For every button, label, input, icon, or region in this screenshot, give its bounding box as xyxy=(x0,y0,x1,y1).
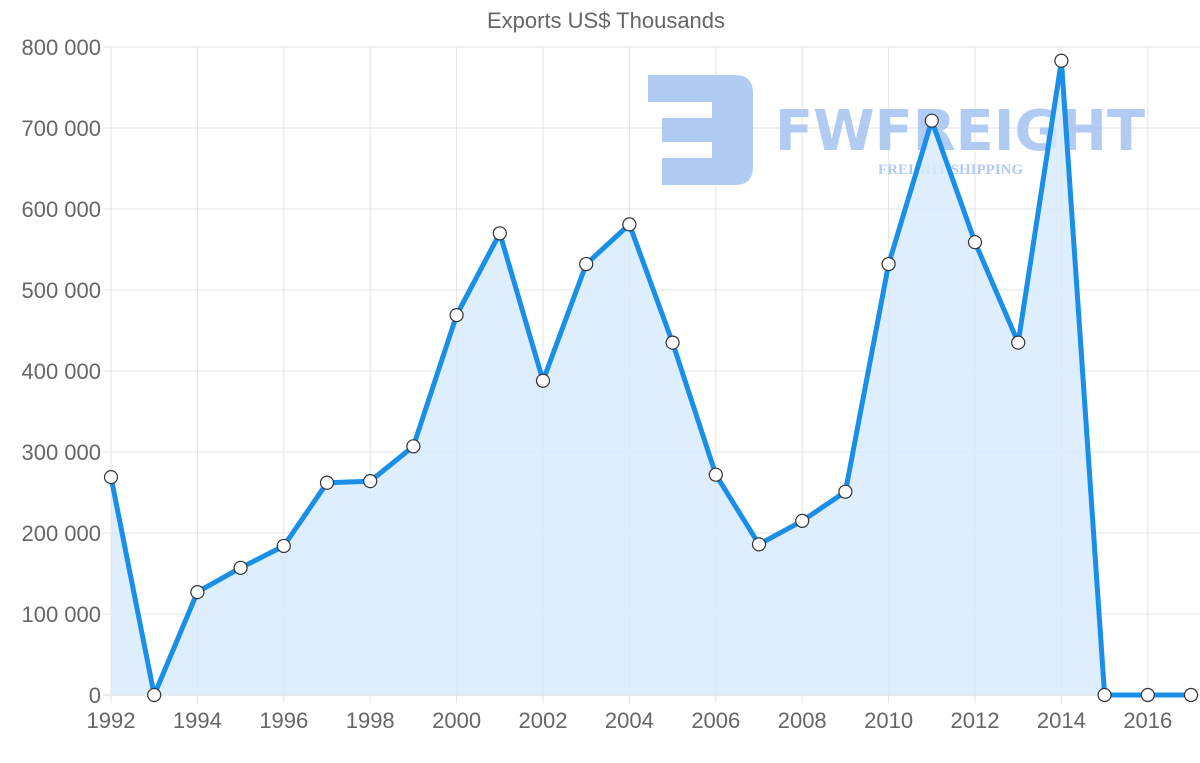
data-point[interactable] xyxy=(751,537,767,552)
x-tick-label: 2010 xyxy=(864,708,913,733)
data-point[interactable] xyxy=(1183,687,1199,703)
data-point[interactable] xyxy=(190,585,205,600)
data-point[interactable] xyxy=(665,335,680,350)
data-point[interactable] xyxy=(406,439,421,454)
data-point[interactable] xyxy=(708,467,723,482)
data-point[interactable] xyxy=(276,538,291,554)
data-point[interactable] xyxy=(881,256,896,272)
x-tick-label: 2006 xyxy=(691,708,740,733)
x-tick-label: 2012 xyxy=(951,708,1000,733)
x-tick-label: 2002 xyxy=(519,708,568,733)
x-tick-label: 1998 xyxy=(346,708,395,733)
data-point[interactable] xyxy=(795,513,810,528)
x-tick-label: 2004 xyxy=(605,708,654,733)
x-tick-label: 1996 xyxy=(259,708,308,733)
data-point[interactable] xyxy=(838,484,853,499)
data-point[interactable] xyxy=(924,113,939,128)
data-line xyxy=(108,58,1191,698)
data-point[interactable] xyxy=(1054,53,1069,68)
x-tick-label: 2008 xyxy=(778,708,827,733)
data-point[interactable] xyxy=(449,308,464,323)
y-tick-label: 600 000 xyxy=(21,197,101,222)
y-axis-labels: 0 100 000 200 000 300 000 400 000 500 000 600 … xyxy=(21,35,101,708)
data-point[interactable] xyxy=(103,470,119,485)
y-tick-label: 200 000 xyxy=(21,521,101,546)
y-tick-label: 800 000 xyxy=(21,35,101,60)
x-tick-label: 2016 xyxy=(1123,708,1172,733)
area-fill xyxy=(111,60,1191,696)
fwfreight-logo-icon xyxy=(648,75,753,185)
x-tick-label: 2000 xyxy=(432,708,481,733)
data-point[interactable] xyxy=(233,560,248,575)
data-point[interactable] xyxy=(579,256,594,272)
data-point[interactable] xyxy=(319,475,335,490)
y-tick-label: 100 000 xyxy=(21,602,101,627)
data-point[interactable] xyxy=(363,474,378,489)
y-tick-label: 700 000 xyxy=(21,116,101,141)
x-tick-label: 1992 xyxy=(87,708,136,733)
x-tick-label: 1994 xyxy=(173,708,222,733)
data-point[interactable] xyxy=(967,235,983,250)
data-point[interactable] xyxy=(1011,335,1026,350)
y-tick-label: 400 000 xyxy=(21,359,101,384)
y-tick-label: 500 000 xyxy=(21,278,101,303)
data-point[interactable] xyxy=(535,373,551,388)
x-tick-label: 2014 xyxy=(1037,708,1086,733)
data-point[interactable] xyxy=(622,217,637,232)
chart-title: Exports US$ Thousands xyxy=(486,8,726,33)
x-axis-labels: 1992 1994 1996 1998 2000 2002 2004 2006 2008 2010… xyxy=(87,708,1173,733)
y-tick-label: 300 000 xyxy=(21,440,101,465)
data-point[interactable] xyxy=(147,687,162,703)
watermark-brand: FWFREIGHT xyxy=(775,99,1145,164)
data-point[interactable] xyxy=(1140,687,1155,703)
data-points xyxy=(103,53,1199,703)
data-point[interactable] xyxy=(1097,687,1112,703)
data-point[interactable] xyxy=(492,226,507,241)
y-tick-label: 0 xyxy=(89,683,101,708)
